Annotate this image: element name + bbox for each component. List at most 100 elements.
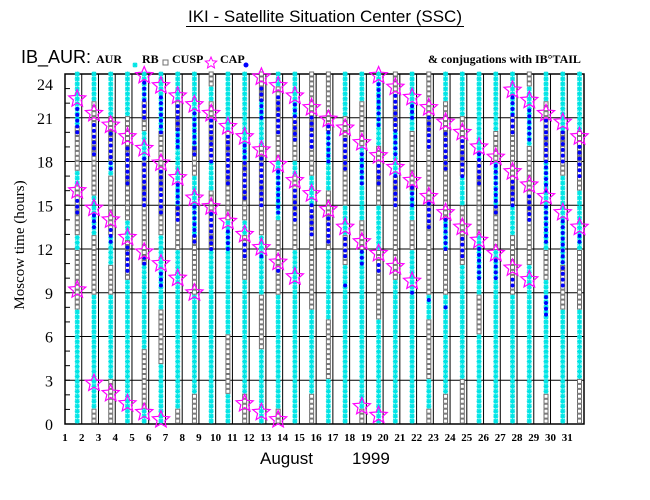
aur-mark	[359, 96, 365, 102]
aur-mark	[242, 289, 248, 295]
aur-mark	[191, 369, 197, 374]
cap-dot	[393, 146, 398, 151]
aur-mark	[376, 220, 382, 226]
rb-mark	[443, 413, 449, 419]
aur-mark	[91, 398, 97, 404]
aur-mark	[124, 324, 130, 330]
cusp-star	[67, 279, 88, 299]
rb-mark	[376, 200, 382, 206]
x-tick-label: 30	[545, 432, 557, 444]
aur-mark	[292, 383, 298, 389]
rb-mark	[526, 190, 532, 196]
aur-mark	[342, 398, 348, 404]
aur-mark	[342, 76, 348, 82]
rb-mark	[426, 364, 432, 370]
rb-mark	[359, 140, 365, 146]
aur-mark	[325, 155, 331, 161]
aur-mark	[409, 215, 415, 221]
cusp-star	[469, 136, 490, 156]
rb-mark	[443, 264, 449, 270]
aur-mark	[275, 364, 281, 370]
cap-dot	[359, 158, 364, 163]
aur-mark	[292, 403, 298, 409]
cap-dot	[91, 128, 96, 133]
cusp-star	[134, 64, 155, 84]
aur-mark	[208, 180, 214, 186]
aur-mark	[91, 373, 97, 379]
rb-mark	[74, 264, 80, 270]
rb-mark	[309, 294, 315, 300]
rb-mark	[141, 349, 147, 355]
rb-mark	[258, 344, 264, 350]
aur-mark	[493, 289, 499, 295]
aur-mark	[158, 250, 164, 255]
cap-dot	[259, 179, 264, 184]
aur-mark	[392, 289, 398, 295]
cap-dot	[91, 146, 96, 151]
cap-dot	[125, 268, 130, 273]
rb-mark	[141, 215, 147, 221]
aur-mark	[543, 76, 549, 82]
aur-mark	[309, 354, 315, 360]
aur-mark	[158, 274, 164, 280]
rb-mark	[175, 240, 181, 246]
cap-dot	[560, 142, 565, 146]
aur-mark	[292, 364, 298, 370]
aur-mark	[325, 165, 331, 171]
rb-mark	[225, 359, 231, 365]
rb-mark	[392, 274, 398, 280]
rb-mark	[359, 101, 365, 107]
cap-dot	[259, 254, 264, 259]
aur-mark	[543, 96, 549, 102]
cap-dot	[376, 181, 381, 186]
aur-mark	[275, 344, 281, 350]
aur-mark	[292, 344, 298, 350]
aur-mark	[443, 299, 449, 305]
cap-dot	[544, 165, 549, 170]
aur-mark	[191, 324, 197, 330]
aur-mark	[493, 250, 499, 255]
cap-dot	[493, 258, 498, 263]
aur-mark	[493, 364, 499, 370]
rb-mark	[510, 145, 516, 151]
cap-dot	[192, 123, 197, 128]
cap-dot	[309, 121, 314, 126]
aur-mark	[74, 388, 80, 394]
cap-dot	[259, 191, 264, 196]
aur-mark	[510, 403, 516, 409]
rb-mark	[359, 418, 365, 424]
aur-mark	[292, 319, 298, 325]
rb-mark	[91, 111, 97, 117]
rb-mark	[476, 294, 482, 300]
aur-mark	[292, 96, 298, 102]
aur-mark	[543, 319, 549, 325]
aur-mark	[359, 86, 365, 92]
aur-mark	[560, 96, 566, 102]
rb-mark	[158, 145, 164, 151]
rb-mark	[91, 284, 97, 290]
cap-dot	[527, 217, 532, 222]
rb-mark	[577, 264, 582, 270]
aur-mark	[443, 344, 449, 350]
cusp-star	[402, 169, 423, 189]
aur-mark	[292, 334, 298, 340]
cap-dot	[376, 82, 381, 87]
aur-mark	[275, 324, 281, 330]
aur-mark	[91, 200, 97, 206]
aur-mark	[459, 349, 465, 355]
aur-mark	[493, 369, 499, 374]
aur-mark	[242, 150, 248, 156]
aur-mark	[359, 81, 365, 87]
cusp-star	[83, 197, 104, 217]
aur-mark	[208, 319, 214, 325]
aur-mark	[91, 378, 97, 384]
cusp-star	[335, 216, 356, 236]
rb-mark	[426, 334, 432, 340]
rb-mark	[443, 210, 449, 216]
cap-dot	[242, 160, 247, 165]
cap-dot	[209, 153, 214, 158]
rb-mark	[443, 180, 449, 186]
cap-dot	[460, 168, 465, 173]
aur-mark	[242, 378, 248, 384]
aur-mark	[560, 205, 566, 211]
